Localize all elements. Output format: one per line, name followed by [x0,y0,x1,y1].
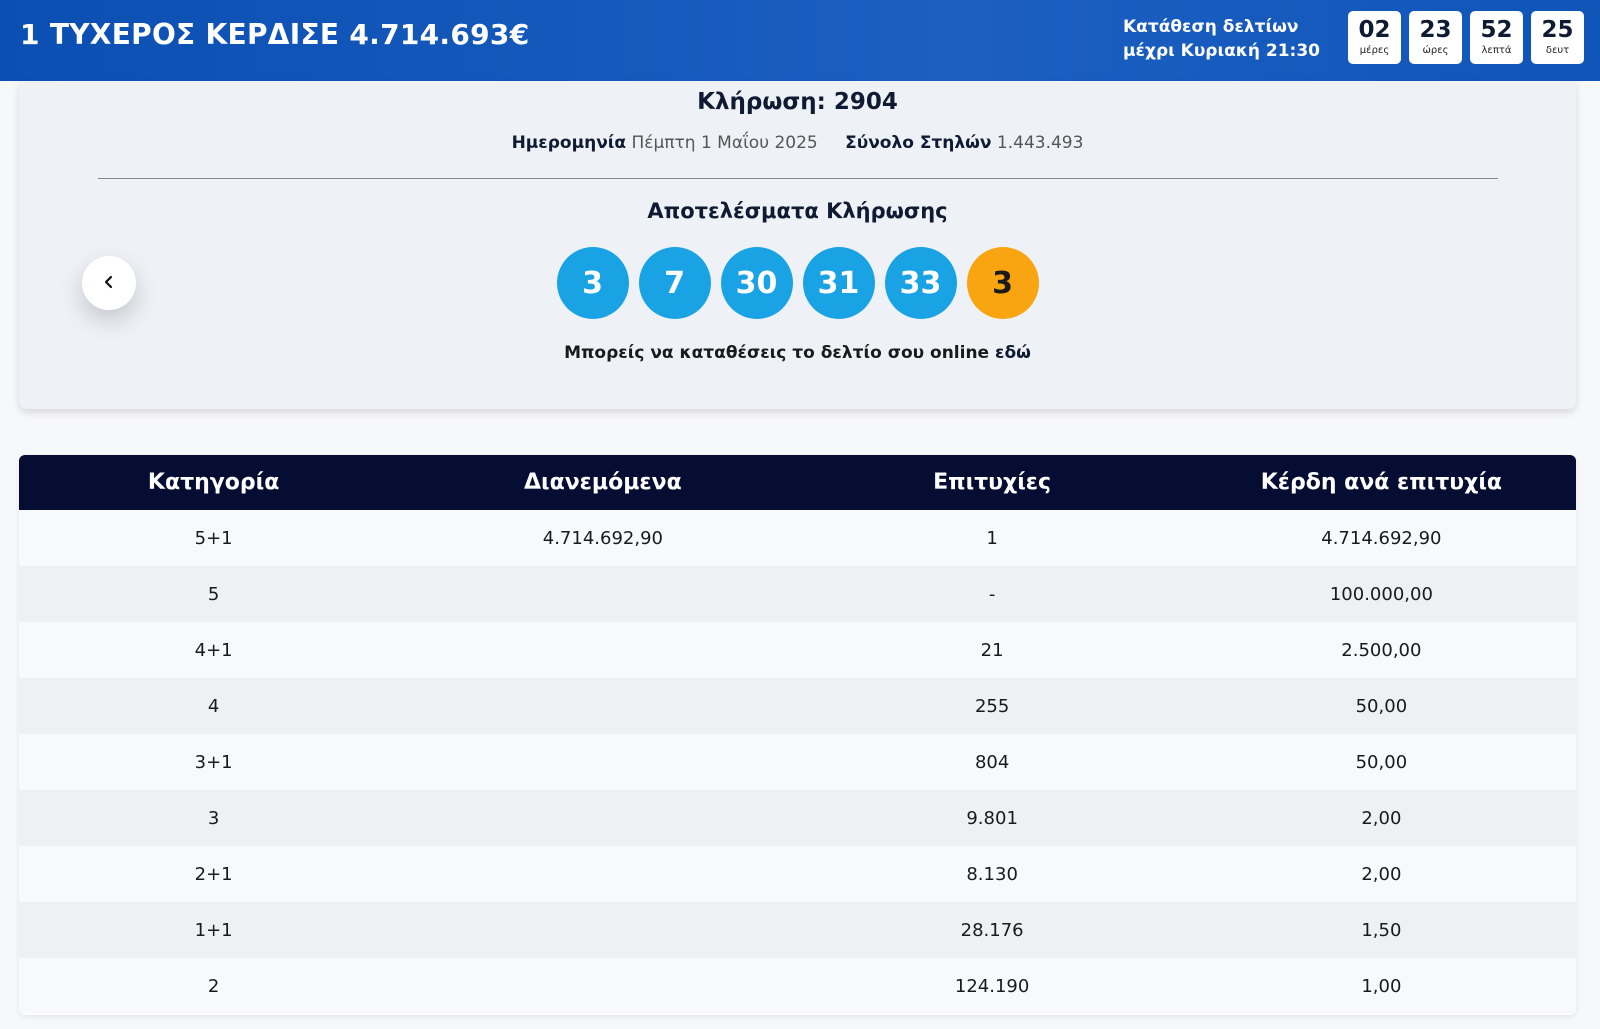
cell-prize: 4.714.692,90 [1321,527,1442,549]
countdown-timer: 02 μέρες 23 ώρες 52 λεπτά 25 δευτ [1348,11,1584,64]
countdown-value: 25 [1541,17,1574,43]
countdown-value: 02 [1358,17,1391,43]
online-text: Μπορείς να καταθέσεις το δελτίο σου onli… [564,343,990,363]
prize-table: Κατηγορία Διανεμόμενα Επιτυχίες Κέρδη αν… [19,455,1576,1015]
deadline-line-1: Κατάθεση δελτίων [1123,17,1299,37]
table-row: 2 124.190 1,00 [19,958,1576,1014]
online-submission-note: Μπορείς να καταθέσεις το δελτίο σου onli… [19,343,1576,363]
top-banner: 1 ΤΥΧΕΡΟΣ ΚΕΡΔΙΣΕ 4.714.693€ Κατάθεση δε… [0,0,1600,81]
cell-distributed [408,734,797,790]
number-ball: 30 [720,247,793,319]
cell-winners: 21 [980,639,1004,661]
table-row: 2+1 8.130 2,00 [19,846,1576,902]
winning-numbers: 3 7 30 31 33 3 [19,247,1576,319]
table-row: 4 255 50,00 [19,678,1576,734]
header-prize-per-winner: Κέρδη ανά επιτυχία [1260,470,1503,495]
countdown-label: δευτ [1545,45,1570,56]
countdown-hours: 23 ώρες [1409,11,1462,64]
cell-distributed [408,678,797,734]
cell-winners: 9.801 [966,807,1018,829]
table-header-row: Κατηγορία Διανεμόμενα Επιτυχίες Κέρδη αν… [19,455,1576,510]
submission-deadline: Κατάθεση δελτίων μέχρι Κυριακή 21:30 [1123,15,1323,63]
deadline-line-2: μέχρι Κυριακή 21:30 [1123,41,1320,61]
cell-category: 5+1 [194,527,233,549]
countdown-label: ώρες [1422,45,1449,56]
cell-distributed [408,958,797,1014]
header-category: Κατηγορία [147,470,280,495]
countdown-days: 02 μέρες [1348,11,1401,64]
number-ball: 31 [802,247,875,319]
cell-distributed [408,622,797,678]
table-row: 4+1 21 2.500,00 [19,622,1576,678]
header-distributed: Διανεμόμενα [523,470,682,495]
cell-prize: 50,00 [1355,751,1408,773]
cell-prize: 100.000,00 [1329,583,1433,605]
columns-value: 1.443.493 [996,133,1084,153]
cell-prize: 2,00 [1361,807,1402,829]
countdown-value: 23 [1419,17,1452,43]
cell-distributed: 4.714.692,90 [542,527,663,549]
countdown-seconds: 25 δευτ [1531,11,1584,64]
cell-distributed [408,790,797,846]
cell-distributed [408,846,797,902]
cell-category: 3 [207,807,220,829]
table-row: 1+1 28.176 1,50 [19,902,1576,958]
cell-winners: 28.176 [960,919,1024,941]
date-value: Πέμπτη 1 Μαΐου 2025 [631,133,818,153]
jackpot-headline: 1 ΤΥΧΕΡΟΣ ΚΕΡΔΙΣΕ 4.714.693€ [20,18,530,51]
cell-category: 5 [207,583,220,605]
header-winners: Επιτυχίες [933,470,1052,495]
cell-category: 2+1 [194,863,233,885]
cell-prize: 1,00 [1361,975,1402,997]
table-row: 5+1 4.714.692,90 1 4.714.692,90 [19,510,1576,566]
draw-results-panel: Κλήρωση: 2904 Ημερομηνία Πέμπτη 1 Μαΐου … [19,81,1576,409]
table-row: 3+1 804 50,00 [19,734,1576,790]
cell-winners: - [988,583,996,605]
cell-distributed [408,566,797,622]
cell-winners: 804 [974,751,1010,773]
number-ball: 7 [638,247,711,319]
cell-category: 4 [207,695,220,717]
cell-category: 3+1 [194,751,233,773]
cell-prize: 1,50 [1361,919,1402,941]
winnings-table: Κατηγορία Διανεμόμενα Επιτυχίες Κέρδη αν… [19,455,1576,1014]
draw-title: Κλήρωση: 2904 [697,89,898,115]
countdown-value: 52 [1480,17,1513,43]
previous-draw-button[interactable] [82,256,136,310]
cell-winners: 124.190 [954,975,1030,997]
cell-prize: 2,00 [1361,863,1402,885]
countdown-label: λεπτά [1481,45,1512,56]
countdown-minutes: 52 λεπτά [1470,11,1523,64]
cell-distributed [408,902,797,958]
cell-category: 4+1 [194,639,233,661]
results-title: Αποτελέσματα Κλήρωσης [647,199,948,223]
cell-prize: 2.500,00 [1341,639,1422,661]
cell-prize: 50,00 [1355,695,1408,717]
cell-winners: 255 [974,695,1010,717]
cell-winners: 8.130 [966,863,1018,885]
joker-ball: 3 [966,247,1039,319]
cell-winners: 1 [986,527,998,549]
columns-label: Σύνολο Στηλών [845,133,992,153]
countdown-label: μέρες [1359,45,1390,56]
draw-meta: Ημερομηνία Πέμπτη 1 Μαΐου 2025 Σύνολο Στ… [19,133,1576,153]
cell-category: 1+1 [194,919,233,941]
number-ball: 3 [556,247,629,319]
chevron-left-icon [102,274,116,293]
divider [98,178,1498,179]
online-link[interactable]: εδώ [995,343,1031,363]
table-row: 5 - 100.000,00 [19,566,1576,622]
cell-category: 2 [207,975,220,997]
table-row: 3 9.801 2,00 [19,790,1576,846]
number-ball: 33 [884,247,957,319]
date-label: Ημερομηνία [511,133,627,153]
